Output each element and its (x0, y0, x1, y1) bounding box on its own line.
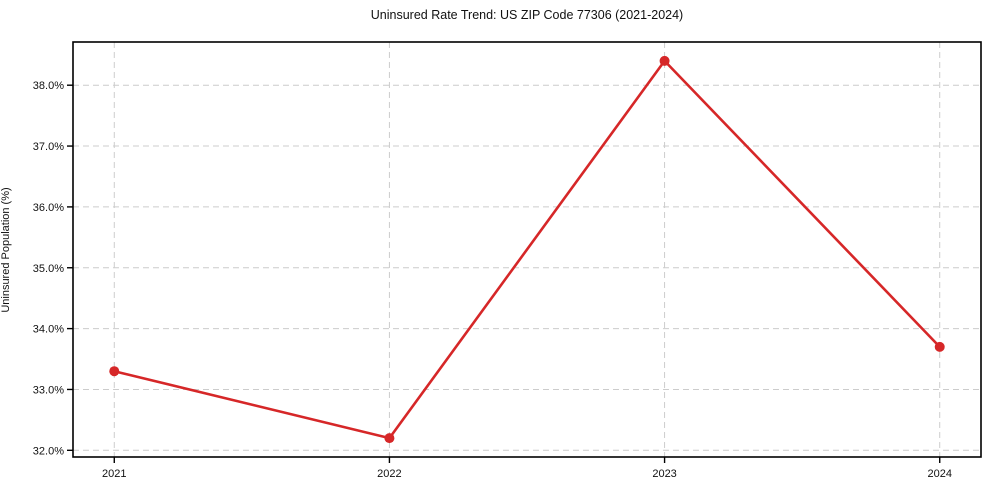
y-tick-label: 32.0% (33, 445, 64, 457)
data-point-marker (109, 366, 120, 377)
data-point-marker (384, 433, 395, 444)
x-tick-label: 2023 (652, 468, 676, 480)
y-tick-label: 38.0% (33, 80, 64, 92)
data-point-marker (934, 341, 945, 352)
y-tick-label: 33.0% (33, 384, 64, 396)
y-tick-label: 37.0% (33, 141, 64, 153)
trend-line (112, 59, 942, 440)
chart-title: Uninsured Rate Trend: US ZIP Code 77306 … (370, 8, 684, 22)
y-tick-label: 35.0% (33, 263, 64, 275)
y-tick-label: 36.0% (33, 202, 64, 214)
plot-border (72, 41, 982, 458)
x-tick-label: 2021 (102, 468, 126, 480)
x-tick-label: 2024 (927, 468, 951, 480)
x-tick-label: 2022 (377, 468, 401, 480)
data-point-marker (659, 55, 670, 66)
y-tick-label: 34.0% (33, 324, 64, 336)
